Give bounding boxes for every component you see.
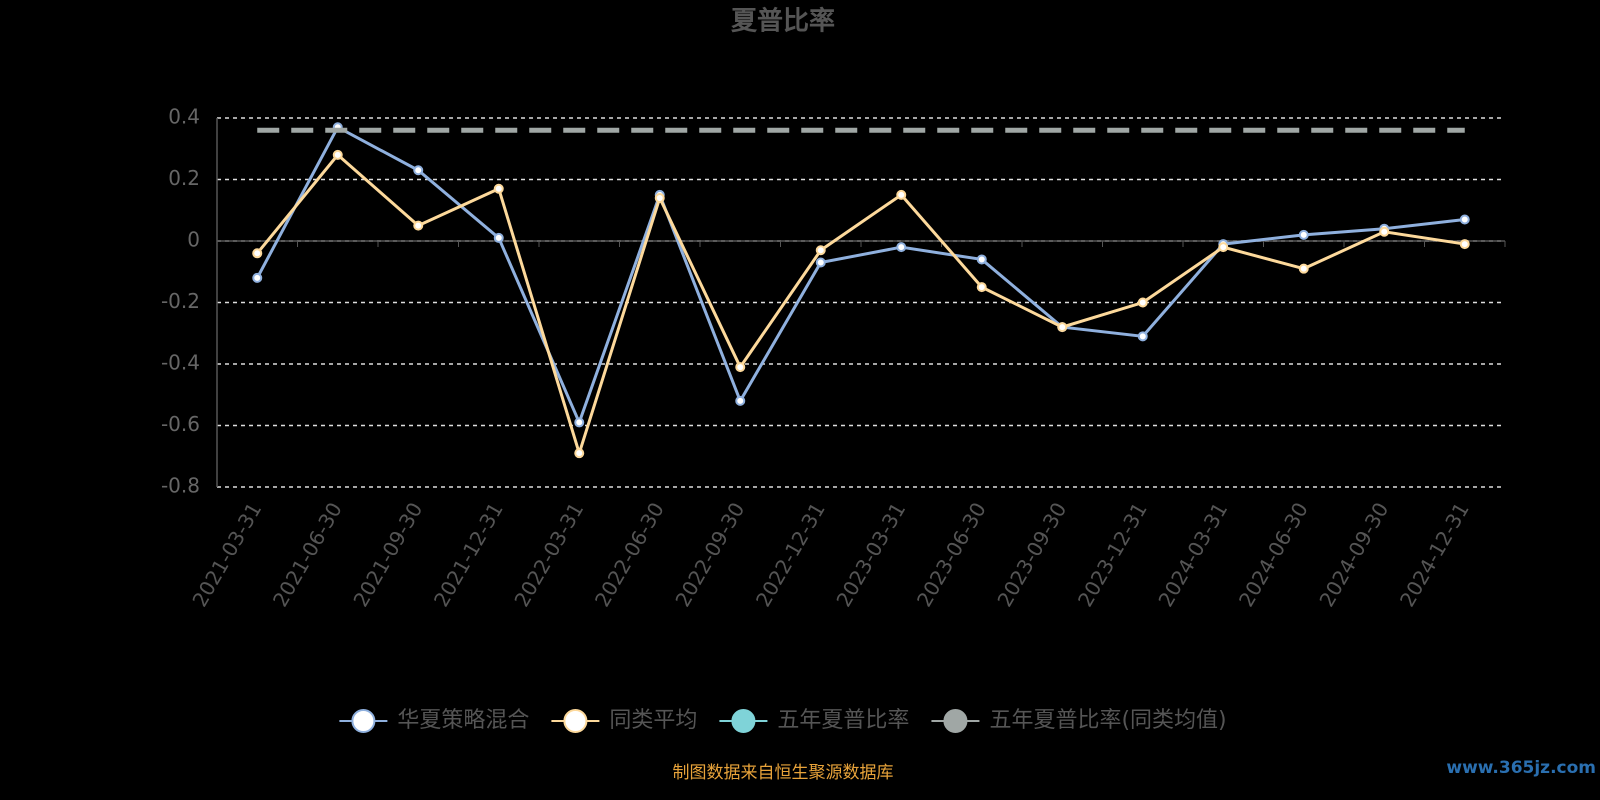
data-point <box>815 245 826 256</box>
legend-label: 五年夏普比率(同类均值) <box>989 708 1226 733</box>
x-tick-label: 2023-09-30 <box>992 498 1071 611</box>
x-tick-label: 2022-03-31 <box>509 498 588 611</box>
data-point <box>413 220 424 231</box>
x-tick-label: 2022-06-30 <box>590 498 669 611</box>
data-point <box>976 282 987 293</box>
y-tick-label: -0.2 <box>161 289 200 313</box>
series-line <box>255 125 1465 427</box>
legend-marker <box>731 709 756 733</box>
data-point <box>976 254 987 265</box>
data-point <box>1298 263 1309 274</box>
x-tick-label: 2022-12-31 <box>751 498 830 611</box>
data-point <box>574 417 585 428</box>
data-point <box>1298 229 1309 240</box>
y-tick-label: 0.2 <box>168 166 200 190</box>
data-point <box>493 183 504 194</box>
data-point <box>1459 239 1470 250</box>
data-point <box>1218 242 1229 253</box>
data-point <box>1057 322 1068 333</box>
data-point <box>735 362 746 373</box>
data-point <box>493 232 504 243</box>
data-point <box>896 189 907 200</box>
data-point <box>252 272 263 283</box>
watermark: www.365jz.com <box>1446 758 1596 778</box>
series-line <box>256 152 1465 459</box>
y-tick-label: -0.8 <box>161 474 200 498</box>
legend-item: 华夏策略混合 <box>339 708 529 733</box>
legend-marker <box>351 709 376 733</box>
legend-item: 同类平均 <box>551 708 697 733</box>
data-point <box>654 192 665 203</box>
legend-item: 五年夏普比率 <box>719 708 909 733</box>
data-point <box>332 149 343 160</box>
data-point <box>1137 297 1148 308</box>
legend-label: 五年夏普比率 <box>777 708 909 733</box>
x-tick-label: 2023-03-31 <box>831 498 910 611</box>
legend-item: 五年夏普比率(同类均值) <box>931 708 1227 733</box>
x-tick-label: 2024-12-31 <box>1395 498 1474 611</box>
x-tick-label: 2021-06-30 <box>268 498 347 611</box>
y-tick-label: 0 <box>187 228 200 252</box>
x-tick-label: 2024-03-31 <box>1153 498 1232 611</box>
data-point <box>815 257 826 268</box>
y-tick-label: 0.4 <box>168 105 200 129</box>
x-tick-label: 2024-09-30 <box>1314 498 1393 611</box>
x-tick-label: 2021-12-31 <box>429 498 508 611</box>
x-tick-label: 2021-03-31 <box>187 498 266 611</box>
legend: 华夏策略混合 同类平均 五年夏普比率 五年夏普比率(同类均值) <box>339 708 1227 733</box>
legend-label: 同类平均 <box>609 708 697 733</box>
legend-marker <box>943 709 968 733</box>
y-tick-label: -0.6 <box>161 412 200 436</box>
data-point <box>252 248 263 259</box>
x-tick-label: 2021-09-30 <box>348 498 427 611</box>
data-point <box>735 395 746 406</box>
data-point <box>413 165 424 176</box>
data-point <box>896 242 907 253</box>
source-note: 制图数据来自恒生聚源数据库 <box>673 763 894 783</box>
data-point <box>1137 331 1148 342</box>
data-point <box>1379 226 1390 237</box>
x-tick-label: 2022-09-30 <box>670 498 749 611</box>
x-tick-label: 2023-06-30 <box>912 498 991 611</box>
x-tick-label: 2024-06-30 <box>1234 498 1313 611</box>
y-tick-label: -0.4 <box>161 351 200 375</box>
data-point <box>1459 214 1470 225</box>
chart-title: 夏普比率 <box>731 6 835 37</box>
legend-label: 华夏策略混合 <box>397 708 529 733</box>
data-point <box>574 448 585 459</box>
x-tick-label: 2023-12-31 <box>1073 498 1152 611</box>
legend-marker <box>563 709 588 733</box>
